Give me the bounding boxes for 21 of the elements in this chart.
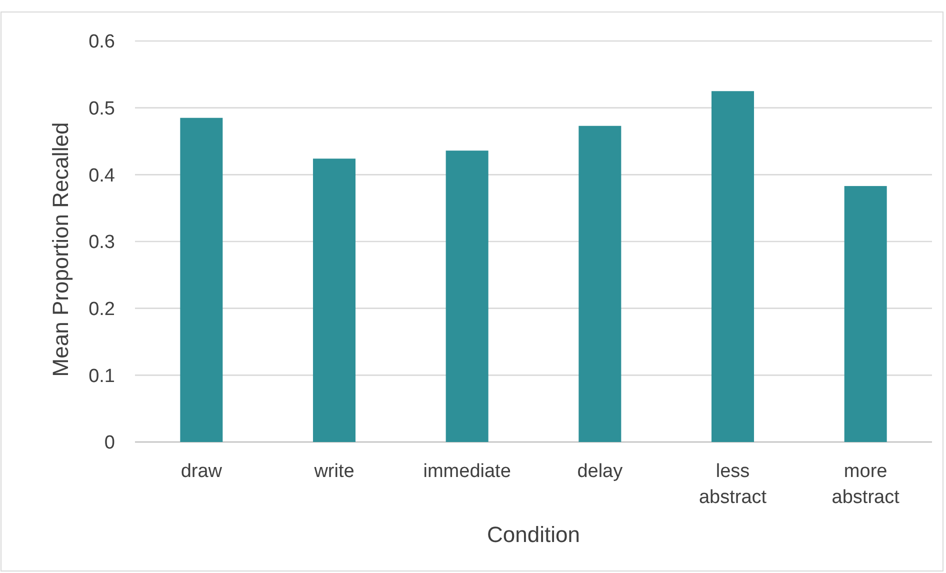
y-tick-label: 0.6 (88, 32, 115, 53)
x-tick-label: draw (180, 461, 222, 482)
y-tick-label: 0.5 (88, 98, 115, 120)
y-axis-title: Mean Proportion Recalled (48, 122, 73, 377)
y-tick-label: 0 (104, 432, 115, 454)
bar (180, 118, 223, 442)
y-tick-label: 0.3 (88, 232, 115, 254)
bar (578, 126, 622, 442)
x-tick-label: more abstract (832, 461, 900, 508)
x-tick-label: less abstract (698, 461, 768, 508)
x-tick-label: delay (577, 461, 624, 482)
y-tick-label: 0.2 (88, 298, 115, 320)
x-tick-label: immediate (423, 461, 511, 482)
bar (844, 186, 887, 442)
bar (711, 91, 754, 442)
x-tick-label: write (313, 461, 354, 482)
y-tick-label: 0.4 (88, 165, 116, 186)
bar (312, 158, 356, 442)
x-axis-title: Condition (487, 522, 580, 547)
bar (446, 150, 488, 442)
y-tick-label: 0.1 (88, 366, 115, 387)
